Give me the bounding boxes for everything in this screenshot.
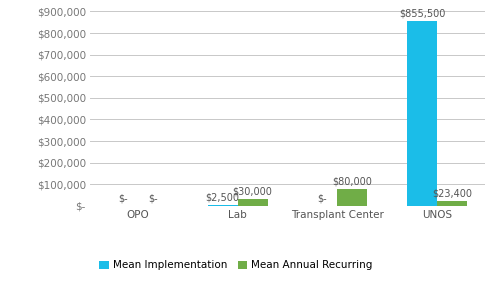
Text: $2,500: $2,500: [206, 193, 240, 203]
Bar: [407, 21, 437, 206]
Text: $-: $-: [318, 193, 327, 203]
Text: $80,000: $80,000: [332, 176, 372, 186]
Text: $855,500: $855,500: [399, 9, 446, 19]
Legend: Mean Implementation, Mean Annual Recurring: Mean Implementation, Mean Annual Recurri…: [95, 256, 377, 275]
Bar: [238, 199, 268, 206]
Text: $-: $-: [118, 193, 128, 203]
Text: $30,000: $30,000: [232, 187, 272, 197]
Bar: [338, 189, 368, 206]
Bar: [208, 205, 238, 206]
Text: $23,400: $23,400: [432, 188, 472, 198]
Text: $-: $-: [148, 193, 158, 203]
Bar: [437, 201, 467, 206]
